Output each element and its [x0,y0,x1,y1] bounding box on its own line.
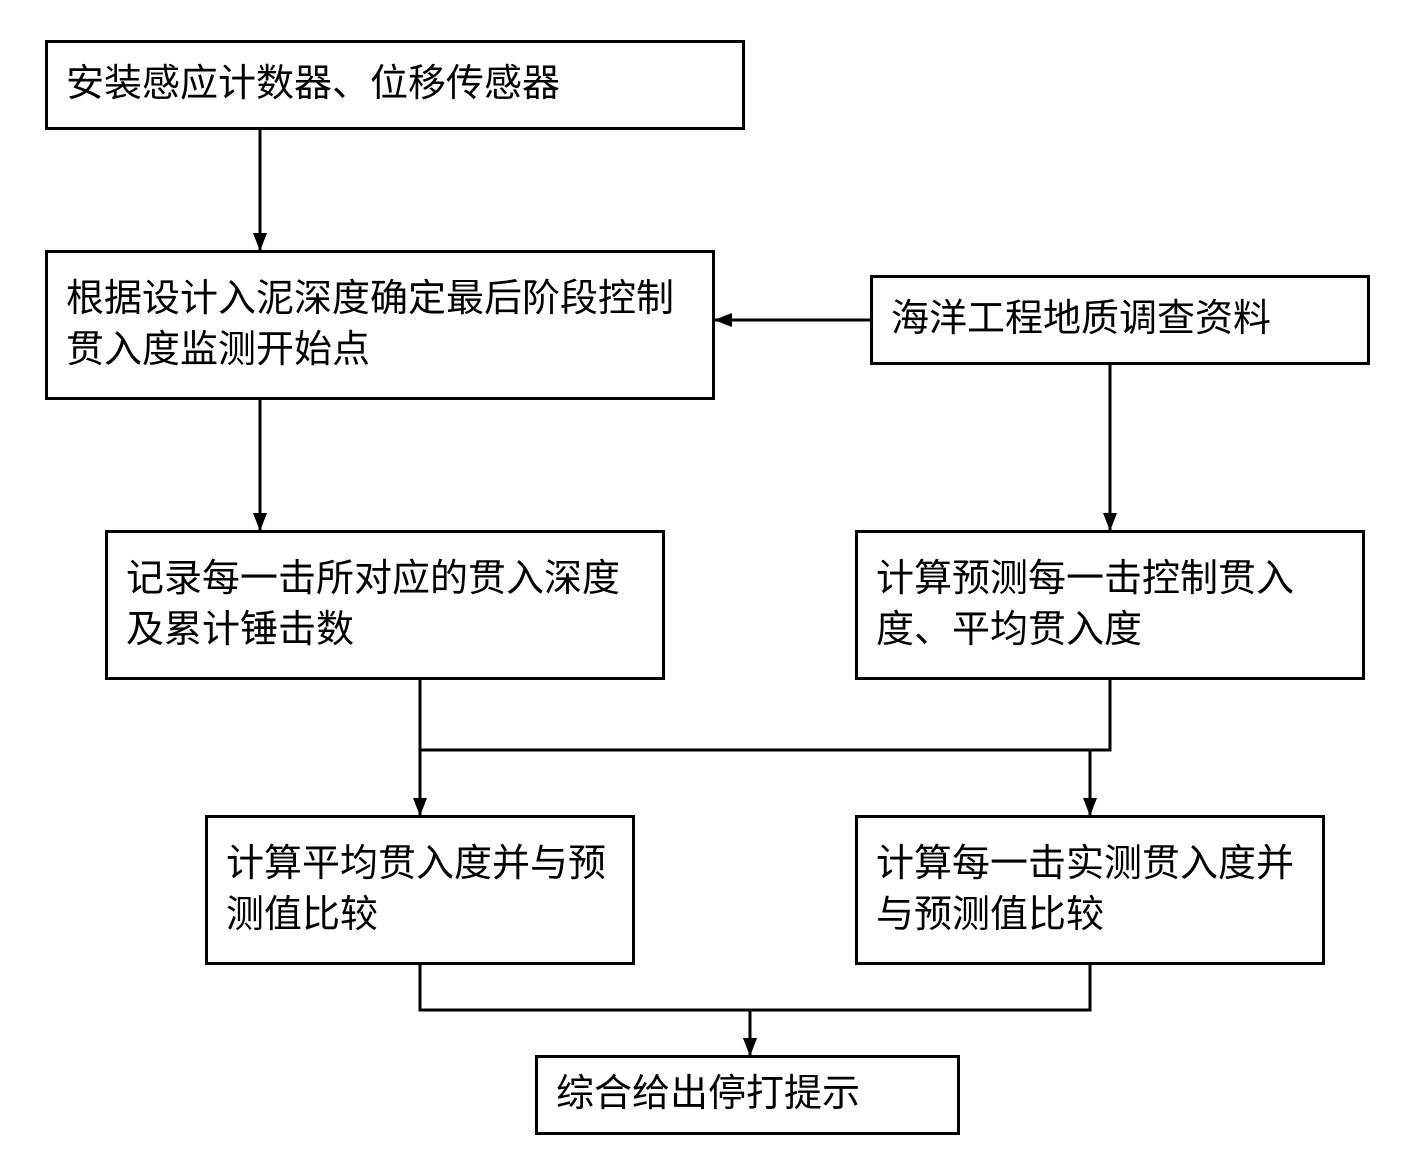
node-text: 记录每一击所对应的贯入深度及累计锤击数 [126,554,644,657]
node-text: 安装感应计数器、位移传感器 [66,59,560,110]
node-geological-survey-data: 海洋工程地质调查资料 [870,275,1370,365]
node-stop-prompt: 综合给出停打提示 [535,1055,960,1135]
node-compare-average: 计算平均贯入度并与预测值比较 [205,815,635,965]
node-predict-penetration: 计算预测每一击控制贯入度、平均贯入度 [855,530,1365,680]
edge [420,680,1090,815]
node-compare-each-strike: 计算每一击实测贯入度并与预测值比较 [855,815,1325,965]
node-text: 计算预测每一击控制贯入度、平均贯入度 [876,554,1344,657]
edge [420,965,750,1055]
node-text: 计算平均贯入度并与预测值比较 [226,839,614,942]
node-record-penetration: 记录每一击所对应的贯入深度及累计锤击数 [105,530,665,680]
node-determine-start-point: 根据设计入泥深度确定最后阶段控制贯入度监测开始点 [45,250,715,400]
node-text: 根据设计入泥深度确定最后阶段控制贯入度监测开始点 [66,274,694,377]
edge [420,680,1110,815]
edge [750,965,1090,1055]
node-text: 海洋工程地质调查资料 [891,294,1271,345]
node-install-sensors: 安装感应计数器、位移传感器 [45,40,745,130]
node-text: 计算每一击实测贯入度并与预测值比较 [876,839,1304,942]
flowchart-canvas: 安装感应计数器、位移传感器 根据设计入泥深度确定最后阶段控制贯入度监测开始点 海… [0,0,1410,1150]
node-text: 综合给出停打提示 [556,1069,860,1120]
